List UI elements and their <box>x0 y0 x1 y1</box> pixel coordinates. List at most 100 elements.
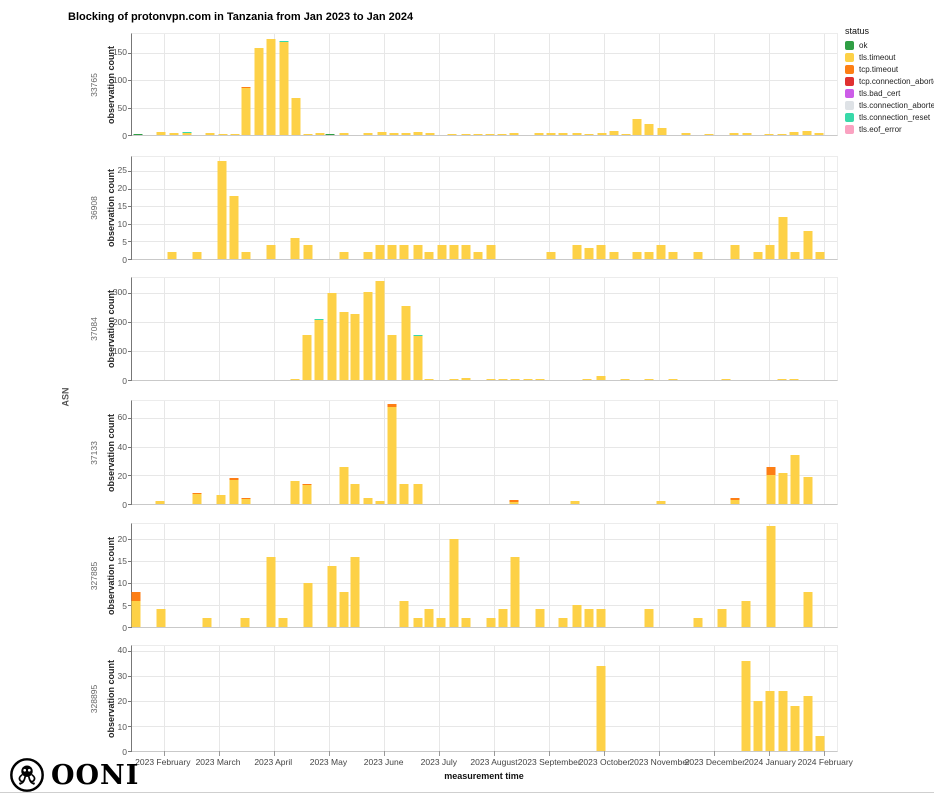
bar[interactable] <box>449 524 459 627</box>
bar[interactable] <box>291 34 301 135</box>
bar[interactable] <box>765 157 775 259</box>
bar[interactable] <box>632 34 642 135</box>
bar[interactable] <box>377 34 387 135</box>
bar[interactable] <box>327 524 336 627</box>
bar[interactable] <box>668 157 678 259</box>
bar[interactable] <box>363 34 373 135</box>
bar[interactable] <box>534 34 544 135</box>
bar[interactable] <box>497 34 507 135</box>
bar[interactable] <box>644 34 654 135</box>
bar[interactable] <box>216 401 226 504</box>
bar[interactable] <box>668 278 678 380</box>
legend-item-tls.bad_cert[interactable]: tls.bad_cert <box>845 89 933 98</box>
bar[interactable] <box>131 524 141 627</box>
legend-item-tls.connection_aborted[interactable]: tls.connection_aborted <box>845 101 934 110</box>
bar[interactable] <box>350 401 360 504</box>
bar[interactable] <box>241 157 250 259</box>
bar[interactable] <box>303 157 313 259</box>
bar[interactable] <box>777 278 787 380</box>
bar[interactable] <box>401 278 411 380</box>
bar[interactable] <box>399 401 409 504</box>
bar[interactable] <box>473 34 483 135</box>
bar[interactable] <box>278 524 288 627</box>
bar[interactable] <box>325 34 335 135</box>
bar[interactable] <box>413 157 423 259</box>
bar[interactable] <box>742 34 752 135</box>
bar[interactable] <box>401 34 411 135</box>
bar[interactable] <box>778 157 788 259</box>
bar[interactable] <box>363 278 373 380</box>
bar[interactable] <box>339 524 348 627</box>
bar[interactable] <box>302 401 312 504</box>
legend-item-tcp.timeout[interactable]: tcp.timeout <box>845 65 933 74</box>
bar[interactable] <box>424 278 434 380</box>
bar[interactable] <box>730 157 740 259</box>
bar[interactable] <box>609 34 618 135</box>
bar[interactable] <box>217 157 227 259</box>
bar[interactable] <box>570 401 580 504</box>
bar[interactable] <box>266 524 276 627</box>
bar[interactable] <box>375 278 385 380</box>
bar[interactable] <box>572 34 582 135</box>
bar[interactable] <box>413 524 423 627</box>
bar[interactable] <box>254 34 264 135</box>
bar[interactable] <box>704 34 714 135</box>
bar[interactable] <box>303 34 313 135</box>
bar[interactable] <box>486 524 496 627</box>
bar[interactable] <box>387 278 397 380</box>
bar[interactable] <box>510 278 520 380</box>
bar[interactable] <box>632 157 642 259</box>
bar[interactable] <box>498 278 508 380</box>
bar[interactable] <box>437 157 447 259</box>
bar[interactable] <box>584 524 594 627</box>
bar[interactable] <box>167 157 177 259</box>
bar[interactable] <box>133 34 143 135</box>
bar[interactable] <box>597 34 607 135</box>
bar[interactable] <box>413 34 423 135</box>
bar[interactable] <box>764 34 774 135</box>
bar[interactable] <box>449 278 459 380</box>
bar[interactable] <box>509 34 519 135</box>
bar[interactable] <box>509 401 519 504</box>
bar[interactable] <box>266 34 276 135</box>
bar[interactable] <box>814 34 824 135</box>
bar[interactable] <box>339 34 348 135</box>
bar[interactable] <box>202 524 212 627</box>
legend-item-ok[interactable]: ok <box>845 41 933 50</box>
bar[interactable] <box>461 34 471 135</box>
bar[interactable] <box>485 34 495 135</box>
bar[interactable] <box>765 646 775 751</box>
bar[interactable] <box>644 278 654 380</box>
bar[interactable] <box>156 34 166 135</box>
bar[interactable] <box>753 157 763 259</box>
bar[interactable] <box>609 157 618 259</box>
bar[interactable] <box>717 524 727 627</box>
bar[interactable] <box>657 34 667 135</box>
legend-item-tls.connection_reset[interactable]: tls.connection_reset <box>845 113 933 122</box>
bar[interactable] <box>218 34 228 135</box>
bar[interactable] <box>425 34 435 135</box>
bar[interactable] <box>192 401 202 504</box>
bar[interactable] <box>155 401 165 504</box>
bar[interactable] <box>363 401 373 504</box>
bar[interactable] <box>693 524 703 627</box>
bar[interactable] <box>778 646 788 751</box>
bar[interactable] <box>523 278 532 380</box>
bar[interactable] <box>315 34 325 135</box>
bar[interactable] <box>413 401 423 504</box>
bar[interactable] <box>815 157 825 259</box>
bar[interactable] <box>803 524 813 627</box>
bar[interactable] <box>339 401 348 504</box>
bar[interactable] <box>644 524 654 627</box>
bar[interactable] <box>424 157 434 259</box>
bar[interactable] <box>436 524 446 627</box>
bar[interactable] <box>290 278 300 380</box>
bar[interactable] <box>546 34 556 135</box>
bar[interactable] <box>498 524 508 627</box>
bar[interactable] <box>327 278 336 380</box>
bar[interactable] <box>510 524 520 627</box>
bar[interactable] <box>229 401 239 504</box>
bar[interactable] <box>182 34 192 135</box>
bar[interactable] <box>339 278 348 380</box>
bar[interactable] <box>621 34 630 135</box>
